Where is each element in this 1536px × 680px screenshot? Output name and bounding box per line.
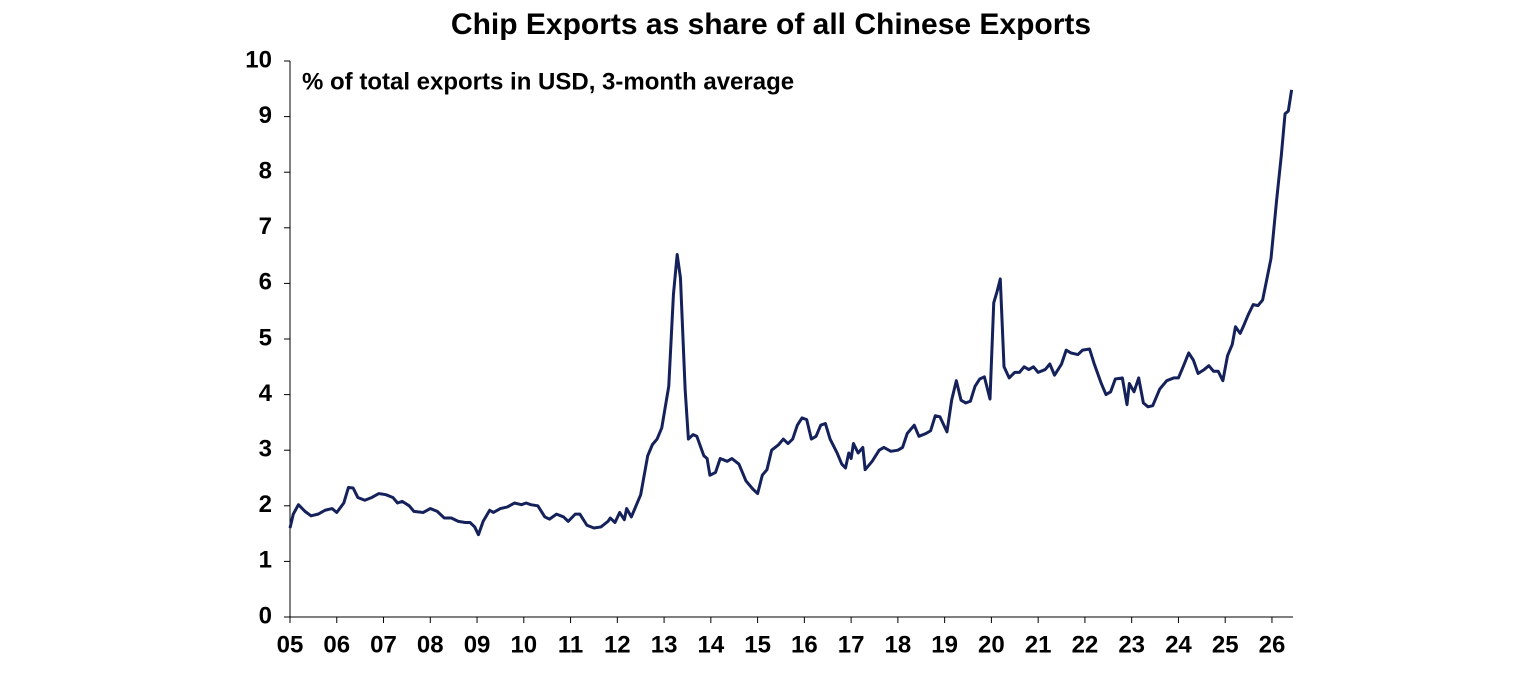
y-tick-label: 2: [259, 491, 272, 518]
x-tick-label: 23: [1118, 631, 1145, 658]
x-tick-label: 19: [931, 631, 958, 658]
x-tick-label: 11: [558, 631, 583, 658]
x-tick-label: 06: [323, 631, 350, 658]
x-tick-label: 24: [1165, 631, 1192, 658]
y-tick-label: 7: [259, 213, 272, 240]
data-line: [288, 89, 1294, 537]
x-tick-label: 21: [1025, 631, 1052, 658]
x-tick-label: 17: [838, 631, 865, 658]
y-tick-label: 4: [259, 380, 273, 407]
y-tick-label: 0: [259, 602, 272, 629]
x-tick-label: 15: [744, 631, 771, 658]
y-tick-label: 9: [259, 102, 272, 129]
y-tick-label: 5: [259, 324, 272, 351]
x-tick-label: 14: [697, 631, 724, 658]
x-tick-label: 07: [370, 631, 397, 658]
x-tick-label: 18: [885, 631, 912, 658]
y-tick-label: 8: [259, 158, 272, 185]
x-tick-label: 13: [651, 631, 678, 658]
y-tick-label: 1: [259, 547, 272, 574]
annotation: % of total exports in USD, 3-month avera…: [302, 68, 794, 95]
x-tick-label: 09: [464, 631, 491, 658]
x-tick-label: 10: [510, 631, 537, 658]
x-tick-label: 08: [417, 631, 444, 658]
x-tick-label: 05: [277, 631, 304, 658]
x-tick-label: 20: [978, 631, 1005, 658]
x-tick-label: 16: [791, 631, 818, 658]
x-tick-label: 26: [1259, 631, 1286, 658]
y-tick-label: 10: [245, 46, 272, 73]
y-tick-label: 6: [259, 269, 272, 296]
x-tick-label: 25: [1212, 631, 1239, 658]
x-tick-label: 22: [1072, 631, 1099, 658]
x-tick-label: 12: [604, 631, 631, 658]
chart-title: Chip Exports as share of all Chinese Exp…: [451, 8, 1091, 41]
y-tick-label: 3: [259, 436, 272, 463]
